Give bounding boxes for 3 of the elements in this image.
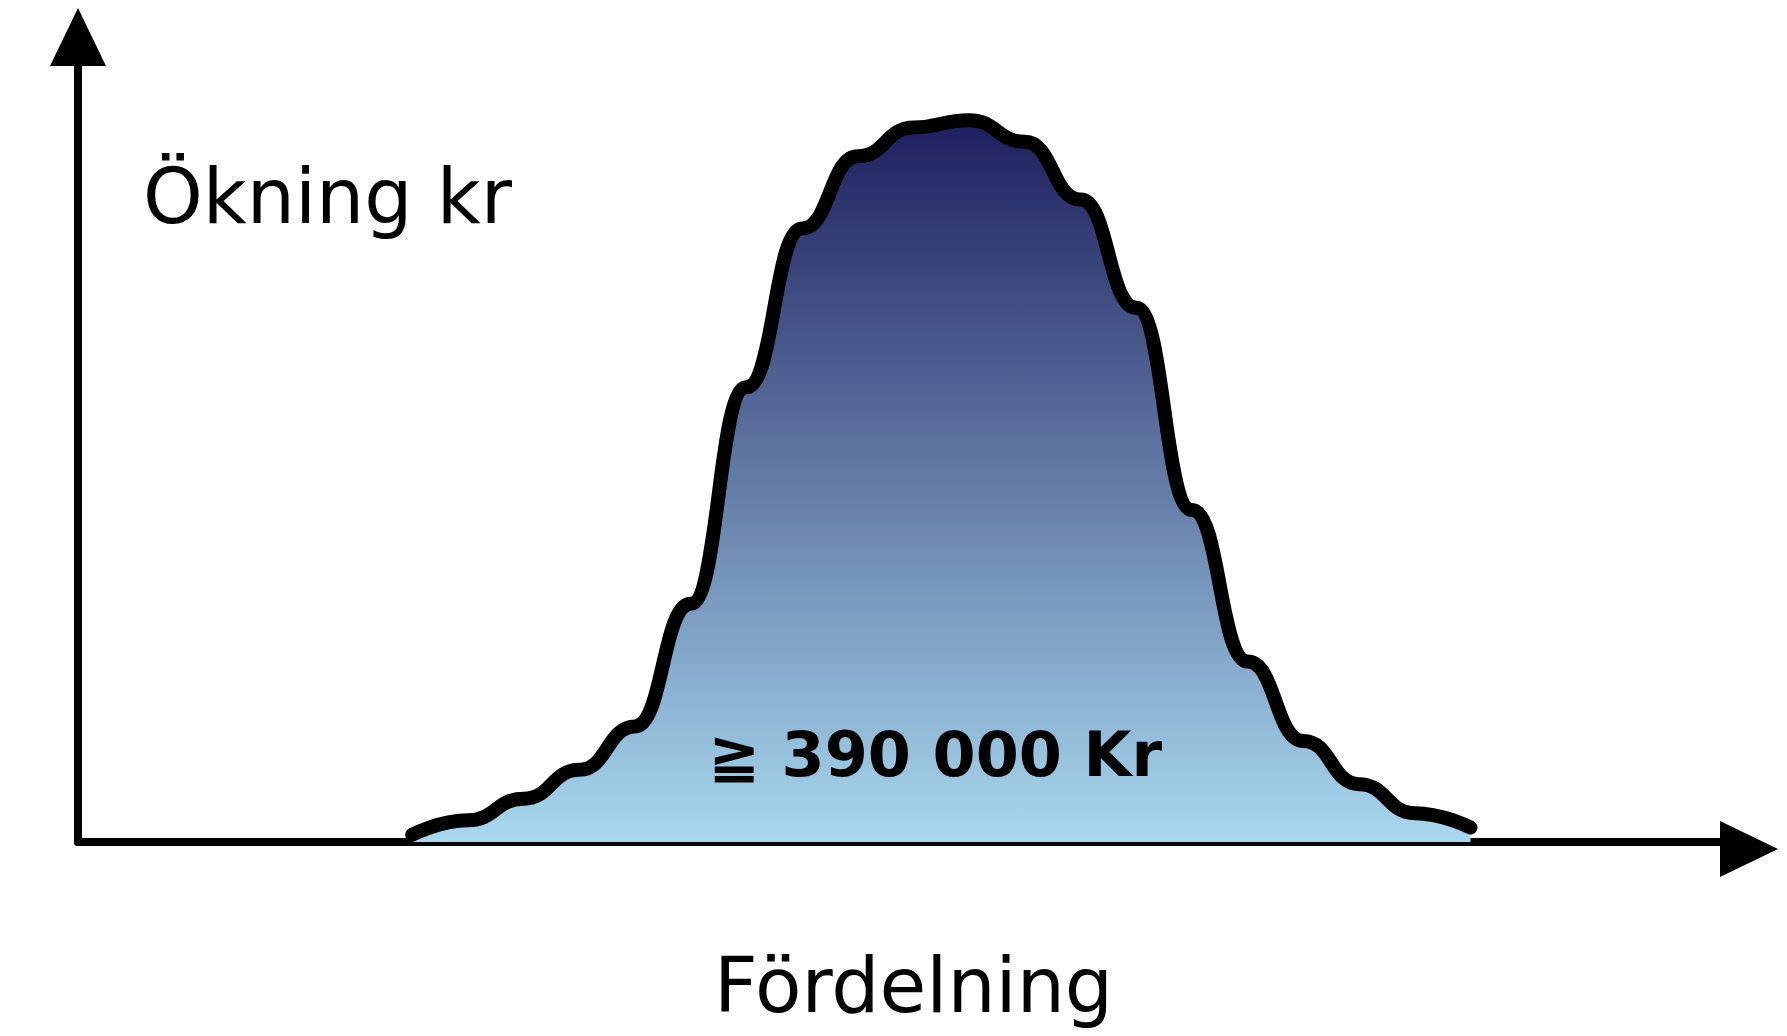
annotation: ≧ 390 000 Kr [708, 717, 1163, 791]
x-axis-title: Fördelning [713, 940, 1114, 1030]
y-axis-title: Ökning kr [143, 151, 513, 241]
